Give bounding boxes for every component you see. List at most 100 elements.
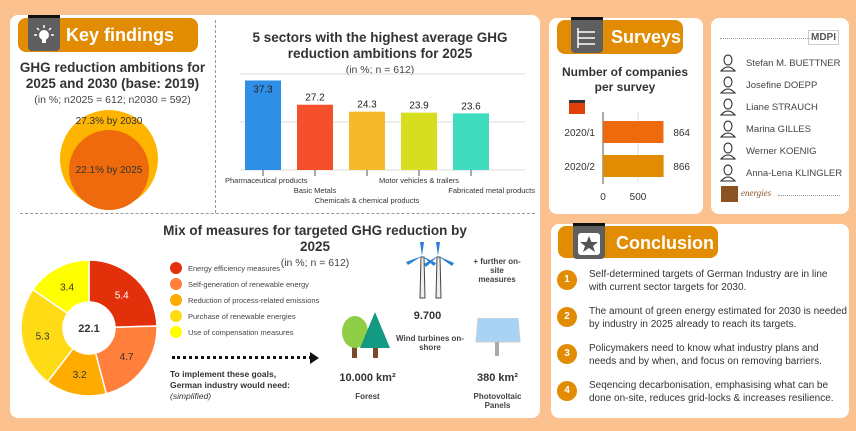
arrow-head-icon [310,352,319,364]
legend-item: Use of compensation measures [170,326,293,338]
legend-label: Purchase of renewable energies [188,311,296,321]
slice-label: 5.4 [115,290,129,301]
slice-label: 3.2 [73,370,87,381]
wind-value: 9.700 [413,310,442,322]
donut-slice [94,325,158,395]
label-2030: 27.3% by 2030 [75,116,143,127]
legend-label: Reduction of process-related emissions [188,295,320,305]
header-title: Conclusion [616,233,714,253]
sectors-bar-chart: 37.3 Pharmaceutical products 27.2 Basic Met… [225,73,535,205]
sectors-title: 5 sectors with the highest average GHG r… [240,30,520,78]
legend-label: Energy efficiency measures [188,263,280,273]
author-item: Liane STRAUCH [720,98,818,116]
divider [215,20,216,213]
legend-item: Purchase of renewable energies [170,310,296,322]
donut-slice [20,288,75,383]
author-name: Stefan M. BUETTNER [746,57,841,69]
divider [778,195,840,196]
title-text: 5 sectors with the highest average GHG r… [252,30,508,61]
ghg-title: GHG reduction ambitions for 2025 and 203… [15,60,210,108]
donut-slice [88,259,158,329]
dotted-arrow [172,356,312,359]
tick-label: 0 [600,192,606,203]
conclusion-item: 1 Self-determined targets of German Indus… [557,268,847,294]
donut-slice [31,259,90,315]
solar-panel-icon [475,318,521,356]
legend-item: Energy efficiency measures [170,262,280,274]
pv-label: Photovoltaic Panels [473,392,522,410]
item-text: The amount of green energy estimated for… [589,306,847,330]
subtitle: (in %; n = 612) [345,64,415,76]
category-label: Chemicals & chemical products [315,196,420,205]
slice-label: 4.7 [120,352,134,363]
item-text: Policymakers need to know what industry … [589,343,822,367]
legend-item: Reduction of process-related emissions [170,294,319,306]
authors-panel [711,18,849,214]
mdpi-logo: MDPI [808,30,839,45]
conclusion-item: 2 The amount of green energy estimated fo… [557,305,847,331]
bar-value-label: 27.2 [305,93,325,104]
person-icon [720,142,736,160]
bar-value-label: 23.6 [461,101,481,112]
conclusion-item: 3 Policymakers need to know what industry… [557,342,847,368]
label-2025: 22.1% by 2025 [75,165,143,176]
legend-swatch [170,310,182,322]
category-label: Basic Metals [294,186,337,195]
forest-label: Forest [355,392,380,401]
item-number: 1 [557,270,577,290]
bar-value-label: 24.3 [357,100,377,111]
bar-value-label: 864 [673,128,690,139]
category-label: Motor vehicles & trailers [379,176,459,185]
item-number: 3 [557,344,577,364]
category-label: Fabricated metal products [448,186,535,195]
author-item: Josefine DOEPP [720,76,817,94]
category-label: 2020/2 [564,162,595,173]
divider [20,213,535,214]
surveys-bar-chart: 2020/1 864 2020/2 866 0 500 [564,112,690,203]
further-measures: + further on-site measures [473,257,521,284]
item-text: Seqencing decarbonisation, emphasising w… [589,380,834,404]
bar [603,155,664,177]
bar [453,113,489,170]
person-icon [720,120,736,138]
legend-swatch [170,326,182,338]
legend-swatch [170,294,182,306]
person-icon [720,54,736,72]
author-name: Anna-Lena KLINGLER [746,167,843,179]
key-findings-header: Key findings [18,15,198,52]
legend-swatch [170,262,182,274]
slice-label: 3.4 [60,282,74,293]
bar-value-label: 37.3 [253,84,273,95]
author-item: Anna-Lena KLINGLER [720,164,842,182]
divider [720,38,810,39]
author-name: Liane STRAUCH [746,101,818,113]
factory-icon [569,100,585,114]
energies-logo-icon [721,186,738,202]
donut-center-value: 22.1 [78,323,99,335]
forest-value: 10.000 km² [339,372,396,384]
pv-value: 380 km² [477,372,518,384]
title-text: Mix of measures for targeted GHG reducti… [163,223,467,254]
star-icon [573,223,605,259]
circle-2025 [69,130,149,210]
sliders-icon [571,17,603,53]
surveys-title: Number of companies per survey [561,65,689,94]
bar [297,104,333,170]
author-item: Werner KOENIG [720,142,817,160]
subtitle: (in %; n2025 = 612; n2030 = 592) [34,94,191,106]
conclusion-item: 4 Seqencing decarbonisation, emphasising … [557,379,847,405]
legend-label: Use of compensation measures [188,327,294,337]
forest-icon [342,312,390,358]
bar [401,112,437,170]
legend-item: Self-generation of renewable energy [170,278,309,290]
author-name: Josefine DOEPP [746,79,818,91]
arrow-text: To implement these goals, German industr… [170,369,290,390]
person-icon [720,76,736,94]
header-title: Key findings [66,25,175,45]
arrow-note: (simplified) [170,391,212,401]
header-title: Surveys [611,27,682,47]
bar [245,80,281,170]
item-number: 2 [557,307,577,327]
category-label: 2020/1 [564,128,595,139]
author-item: Stefan M. BUETTNER [720,54,841,72]
